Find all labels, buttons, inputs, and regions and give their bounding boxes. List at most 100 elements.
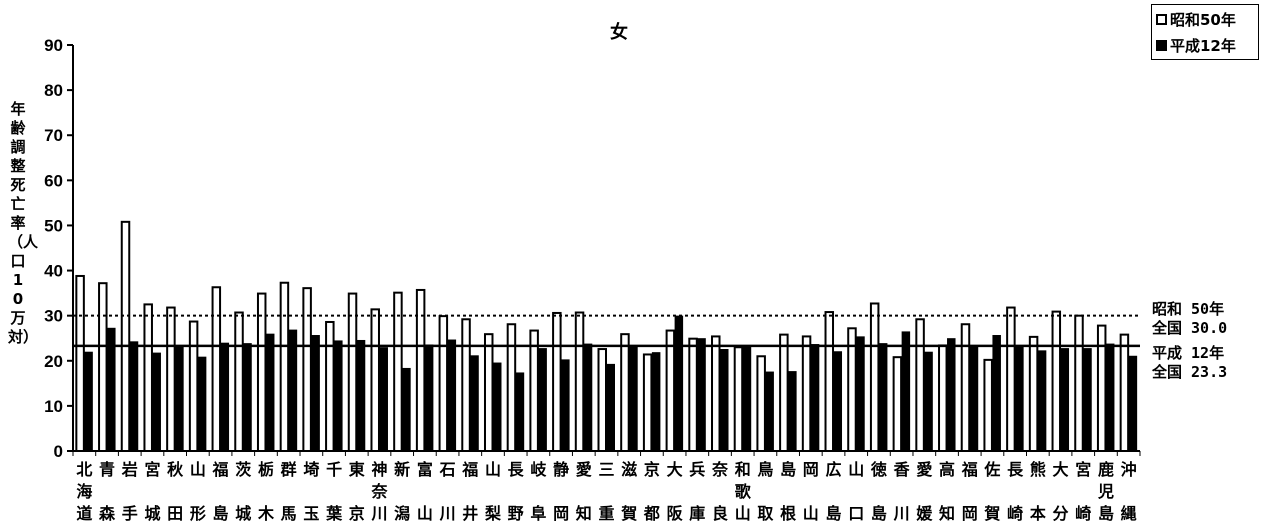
bar-heisei12 bbox=[379, 347, 388, 452]
bar-heisei12 bbox=[1128, 355, 1138, 452]
y-axis-label: 年齢調整死亡率（人口10万対） bbox=[8, 100, 39, 346]
bar-heisei12 bbox=[175, 346, 184, 452]
bar-showa50 bbox=[415, 288, 426, 452]
y-tick-label: 40 bbox=[44, 262, 63, 281]
bar-heisei12 bbox=[674, 315, 684, 452]
bar-heisei12 bbox=[492, 362, 502, 452]
x-tick-label-char: 良 bbox=[712, 504, 728, 523]
x-tick-label-char: 広 bbox=[826, 460, 842, 479]
x-tick-label-char: 岩 bbox=[121, 460, 138, 479]
x-tick-label-char: 山 bbox=[803, 504, 819, 523]
x-tick-label-char: 新 bbox=[394, 460, 410, 479]
bar-heisei12 bbox=[515, 372, 525, 452]
x-tick-label-char: 取 bbox=[757, 504, 773, 523]
bar-heisei12 bbox=[197, 356, 207, 452]
bar-showa50 bbox=[393, 291, 403, 452]
x-tick-label-char: 福 bbox=[212, 460, 229, 479]
bar-showa50 bbox=[347, 292, 358, 452]
x-tick-label-char: 秋 bbox=[167, 460, 184, 479]
ref-label-heisei-line2: 全国 23.3 bbox=[1152, 363, 1228, 381]
x-tick-label-char: 京 bbox=[349, 504, 365, 523]
bar-showa50 bbox=[1096, 324, 1107, 453]
bar-showa50 bbox=[756, 355, 766, 452]
x-tick-label-char: 群 bbox=[281, 460, 297, 479]
x-tick-label-char: 北 bbox=[76, 460, 92, 479]
x-tick-label-char: 三 bbox=[598, 460, 614, 479]
x-tick-label-char: 知 bbox=[576, 504, 592, 523]
x-tick-label-char: 埼 bbox=[303, 460, 319, 479]
bar-heisei12 bbox=[878, 343, 888, 452]
x-tick-label-char: 岡 bbox=[962, 504, 978, 523]
y-tick-label: 90 bbox=[44, 36, 63, 55]
x-tick-label-char: 山 bbox=[417, 504, 433, 523]
bar-heisei12 bbox=[470, 355, 479, 452]
x-tick-label-char: 和 bbox=[735, 460, 751, 479]
x-tick-label-char: 鳥 bbox=[757, 460, 773, 479]
x-tick-label-char: 富 bbox=[417, 460, 433, 479]
bar-heisei12 bbox=[334, 340, 343, 452]
x-tick-label-char: 沖 bbox=[1121, 460, 1137, 479]
bar-showa50 bbox=[847, 327, 857, 453]
x-tick-label-char: 愛 bbox=[916, 460, 932, 479]
legend-label-showa50: 昭和50年 bbox=[1170, 10, 1236, 29]
bar-showa50 bbox=[892, 356, 903, 452]
y-tick-label: 80 bbox=[44, 81, 63, 100]
bar-showa50 bbox=[1051, 310, 1062, 452]
bar-heisei12 bbox=[924, 351, 933, 452]
bar-heisei12 bbox=[765, 371, 774, 452]
bar-heisei12 bbox=[833, 351, 843, 452]
x-tick-label-char: 青 bbox=[99, 460, 115, 479]
x-tick-label-char: 京 bbox=[644, 460, 660, 479]
x-tick-label-char: 茨 bbox=[235, 460, 251, 479]
bar-heisei12 bbox=[629, 345, 638, 452]
x-tick-label-char: 島 bbox=[780, 460, 796, 479]
x-tick-label-char: 島 bbox=[1098, 504, 1114, 523]
x-tick-label-char: 歌 bbox=[735, 482, 752, 501]
x-tick-label-char: 本 bbox=[1030, 504, 1046, 523]
x-tick-label-char: 馬 bbox=[281, 504, 297, 523]
legend-label-heisei12: 平成12年 bbox=[1170, 36, 1236, 55]
y-tick-label: 70 bbox=[44, 126, 63, 145]
x-tick-label-char: 奈 bbox=[711, 460, 729, 479]
bar-heisei12 bbox=[742, 345, 752, 452]
bar-showa50 bbox=[166, 306, 176, 452]
bar-showa50 bbox=[120, 220, 131, 452]
x-tick-label-char: 佐 bbox=[983, 460, 1000, 479]
legend-item-heisei12: 平成12年 bbox=[1156, 34, 1236, 56]
x-tick-label-char: 山 bbox=[848, 460, 864, 479]
bar-showa50 bbox=[461, 318, 471, 452]
ref-label-showa-line2: 全国 30.0 bbox=[1152, 319, 1228, 337]
x-tick-label-char: 東 bbox=[349, 460, 365, 479]
bar-showa50 bbox=[256, 292, 267, 452]
x-tick-label-char: 栃 bbox=[258, 460, 274, 479]
bar-showa50 bbox=[915, 318, 925, 452]
bar-showa50 bbox=[1074, 314, 1084, 452]
bar-heisei12 bbox=[606, 363, 615, 452]
x-tick-label-char: 島 bbox=[213, 504, 229, 523]
y-tick-label: 60 bbox=[44, 171, 63, 190]
x-tick-label-char: 川 bbox=[439, 504, 456, 523]
x-tick-label-char: 山 bbox=[485, 460, 501, 479]
x-tick-label-char: 口 bbox=[848, 504, 864, 523]
bar-heisei12 bbox=[424, 344, 434, 452]
bar-showa50 bbox=[960, 323, 971, 452]
bar-showa50 bbox=[302, 287, 312, 452]
x-tick-label-char: 城 bbox=[144, 504, 160, 523]
x-tick-label-char: 高 bbox=[939, 460, 955, 479]
bar-heisei12 bbox=[447, 339, 457, 452]
x-tick-label-char: 賀 bbox=[983, 504, 1000, 523]
bar-heisei12 bbox=[788, 371, 797, 452]
bar-heisei12 bbox=[107, 327, 116, 452]
chart-title: 女 bbox=[610, 22, 628, 43]
bar-heisei12 bbox=[947, 338, 956, 452]
x-tick-label-char: 庫 bbox=[689, 504, 705, 523]
bar-showa50 bbox=[869, 302, 880, 452]
x-tick-label-char: 木 bbox=[257, 504, 275, 523]
x-tick-label-char: 長 bbox=[508, 460, 525, 479]
x-tick-label-char: 山 bbox=[735, 504, 751, 523]
x-tick-label-char: 石 bbox=[439, 460, 456, 479]
x-tick-label-char: 野 bbox=[508, 504, 524, 523]
bar-heisei12 bbox=[810, 344, 820, 452]
ref-label-showa-line1: 昭和 50年 bbox=[1152, 300, 1225, 318]
